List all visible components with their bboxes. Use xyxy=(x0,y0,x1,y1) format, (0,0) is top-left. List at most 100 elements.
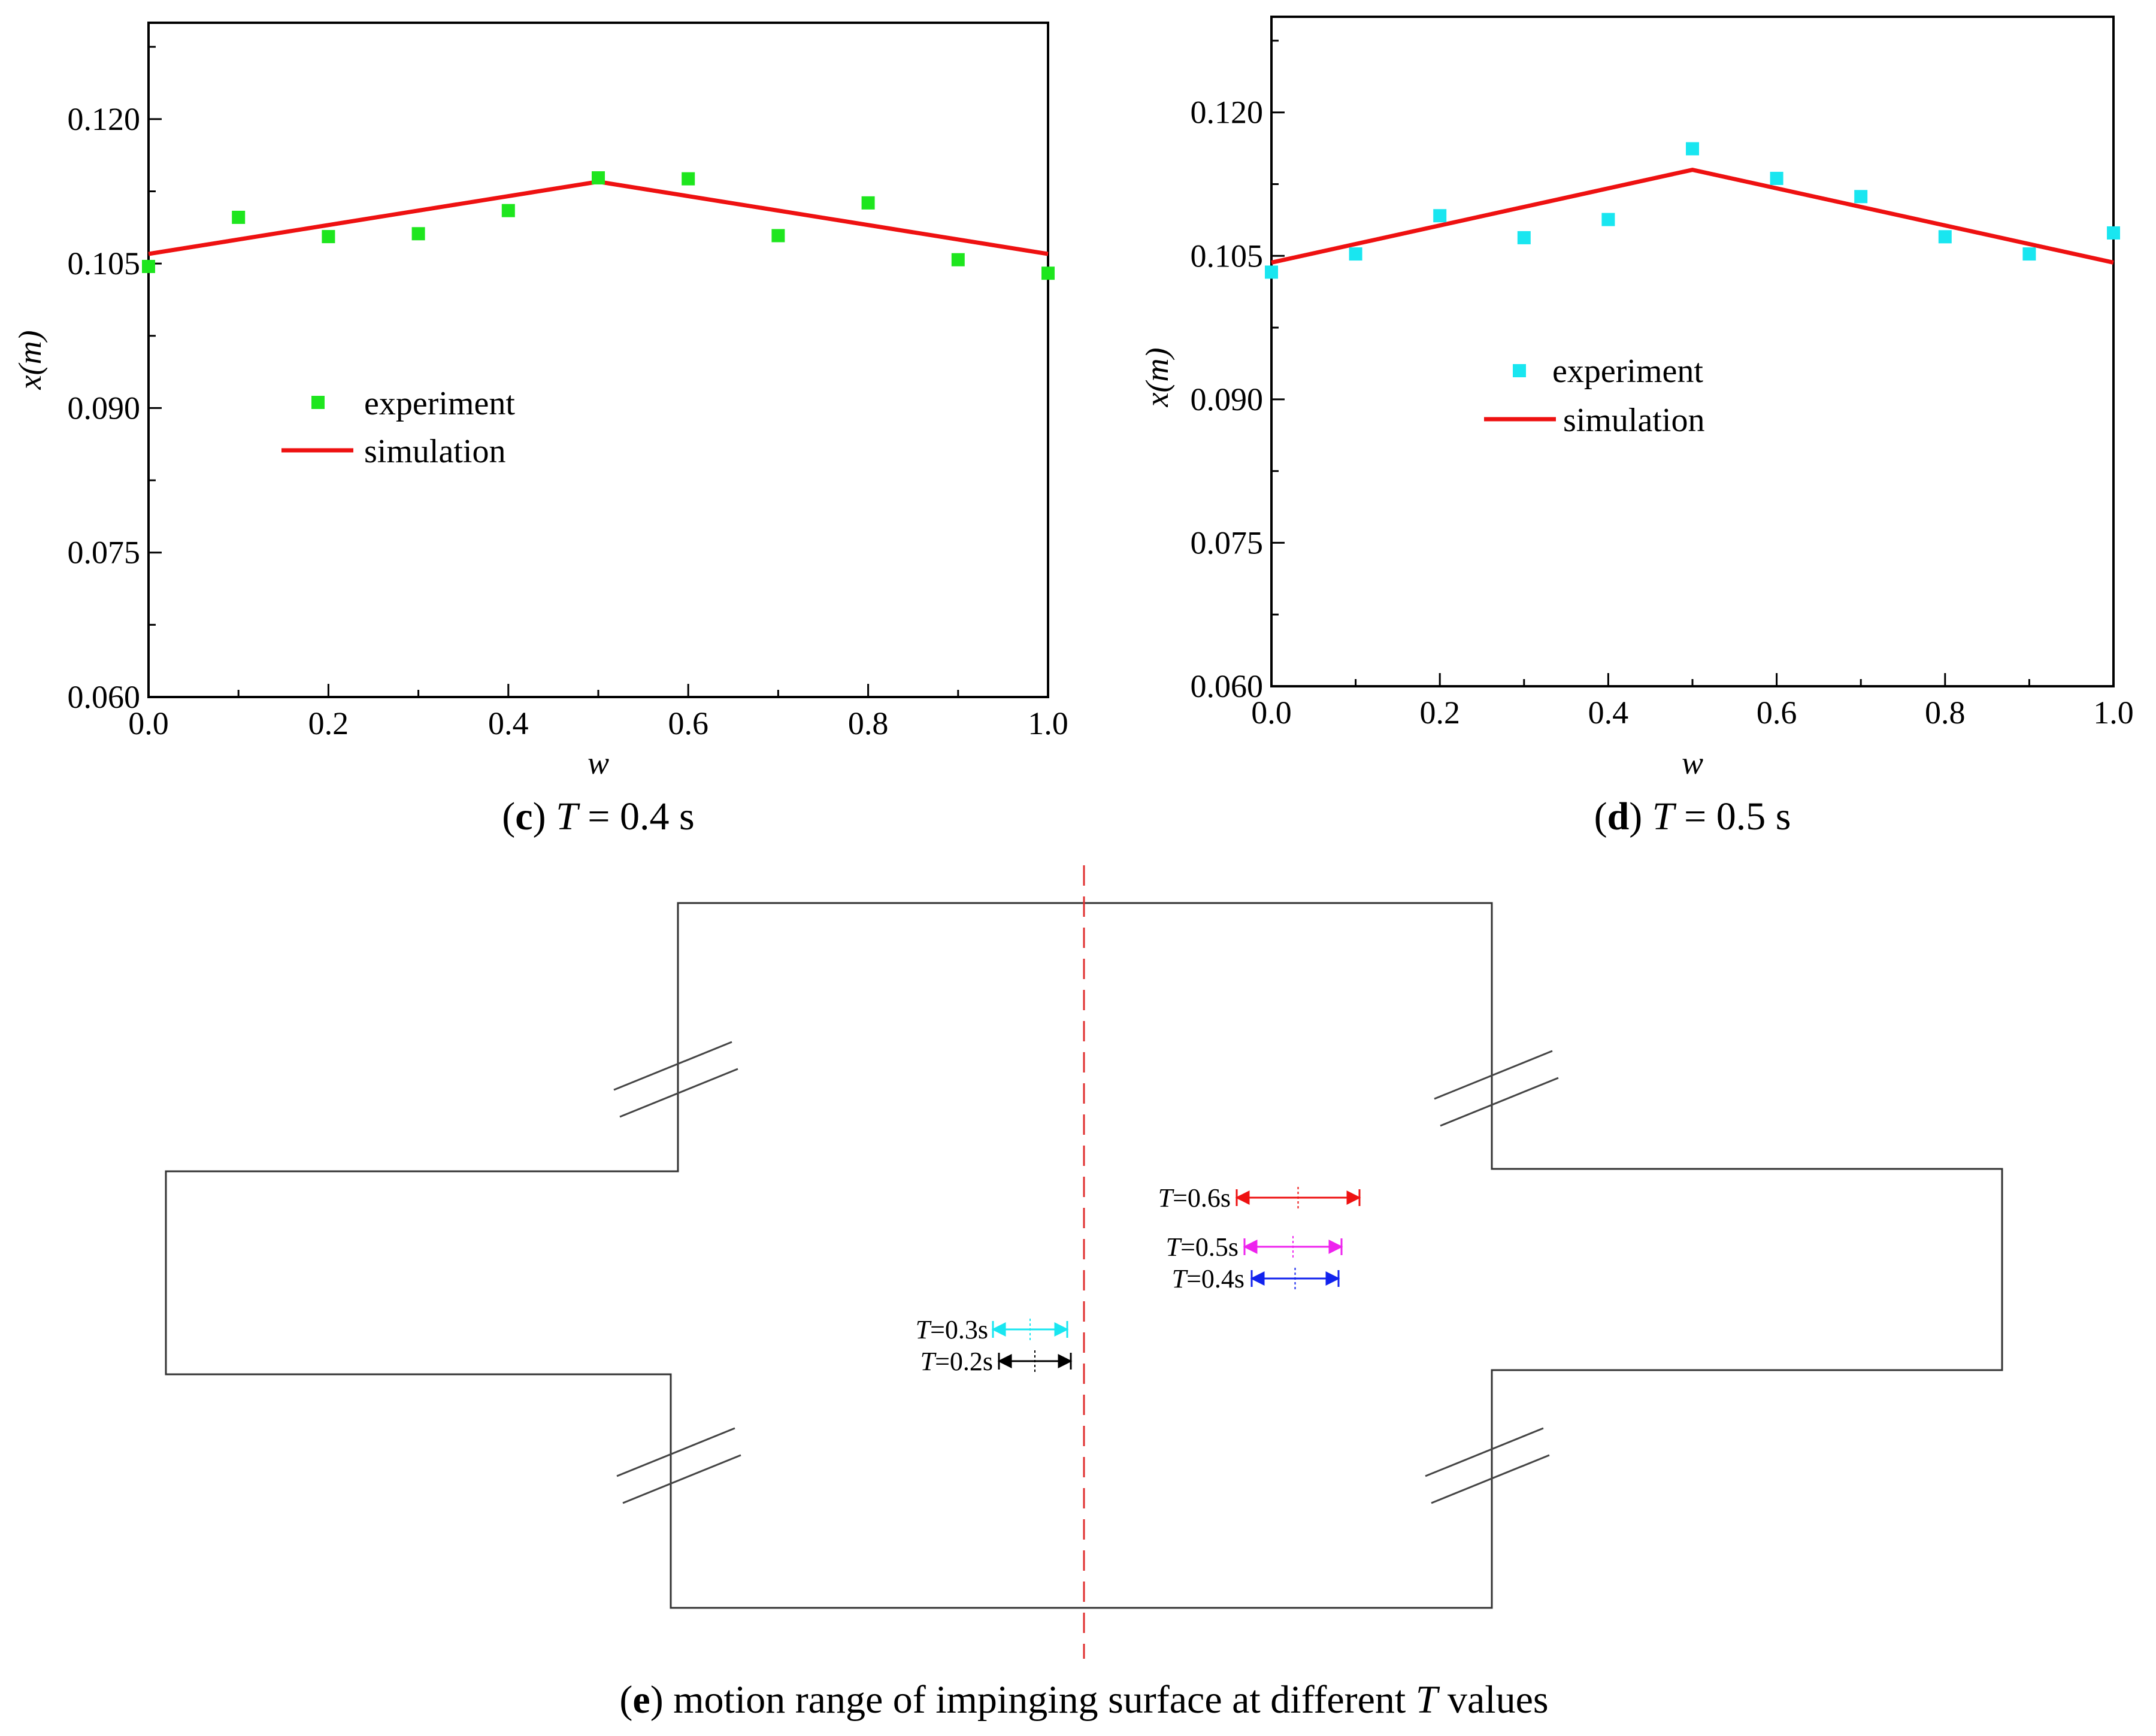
arrow-label: T=0.4s xyxy=(1172,1264,1244,1293)
experiment-point xyxy=(2022,247,2036,261)
arrow-T0-4s: T=0.4s xyxy=(1172,1264,1340,1293)
caption-d-param: T xyxy=(1652,795,1677,838)
caption-e: (e) motion range of impinging surface at… xyxy=(619,1678,1548,1722)
y-tick-labels: 0.060 0.075 0.090 0.105 0.120 xyxy=(1191,95,1264,704)
experiment-point xyxy=(1265,265,1278,279)
simulation-line xyxy=(148,179,1049,256)
experiment-series xyxy=(1265,142,2120,279)
arrow-label-value: =0.6s xyxy=(1173,1183,1231,1213)
arrow-label-param: T xyxy=(1166,1232,1183,1262)
arrow-label-param: T xyxy=(916,1315,932,1344)
y-tick-label: 0.120 xyxy=(68,101,141,137)
break-mark xyxy=(1440,1077,1559,1127)
break-mark xyxy=(613,1041,732,1091)
break-mark xyxy=(1431,1454,1550,1504)
x-tick-label: 0.8 xyxy=(848,705,889,741)
plot-frame xyxy=(147,22,1049,698)
y-tick-label: 0.090 xyxy=(1191,381,1264,417)
y-tick-label: 0.090 xyxy=(68,390,141,426)
chamber-outline xyxy=(165,902,2003,1609)
caption-d: (d) T = 0.5 s xyxy=(1594,795,1791,838)
legend-simulation-label: simulation xyxy=(1563,402,1704,439)
break-mark xyxy=(619,1068,738,1118)
break-mark xyxy=(622,1454,741,1504)
experiment-point xyxy=(142,259,155,273)
caption-c-param: T xyxy=(556,795,580,838)
experiment-point xyxy=(322,230,335,244)
diagram-e: T=0.6sT=0.5sT=0.4sT=0.3sT=0.2s (e) motio… xyxy=(165,865,2003,1722)
arrow-label-value: =0.4s xyxy=(1186,1264,1244,1293)
experiment-point xyxy=(232,210,246,224)
caption-e-text2: values xyxy=(1437,1678,1548,1722)
x-tick-label: 1.0 xyxy=(1028,705,1068,741)
x-tick-label: 0.0 xyxy=(128,705,169,741)
y-tick-label: 0.075 xyxy=(68,535,141,571)
experiment-point xyxy=(592,171,605,184)
arrow-T0-3s: T=0.3s xyxy=(916,1315,1069,1344)
experiment-point xyxy=(2107,226,2120,240)
x-axis-ticks xyxy=(1270,673,2115,686)
caption-d-rest: = 0.5 s xyxy=(1674,795,1791,838)
simulation-line xyxy=(1271,167,2114,265)
motion-range-arrows: T=0.6sT=0.5sT=0.4sT=0.3sT=0.2s xyxy=(916,1183,1361,1376)
caption-e-param: T xyxy=(1416,1678,1440,1722)
y-tick-label: 0.060 xyxy=(1191,668,1264,704)
arrow-label: T=0.3s xyxy=(916,1315,988,1344)
caption-d-letter: d xyxy=(1607,795,1630,838)
legend: experiment simulation xyxy=(1484,353,1704,439)
legend-experiment-marker xyxy=(311,396,325,409)
simulation-series xyxy=(148,179,1049,256)
arrow-label-value: =0.2s xyxy=(935,1347,993,1376)
experiment-series xyxy=(142,171,1055,280)
caption-c-letter: c xyxy=(515,795,532,838)
x-tick-label: 1.0 xyxy=(2093,695,2134,731)
break-mark xyxy=(616,1427,735,1477)
x-axis-ticks xyxy=(147,684,1049,697)
plot-frame xyxy=(1270,16,2115,687)
y-tick-labels: 0.060 0.075 0.090 0.105 0.120 xyxy=(68,101,141,715)
y-tick-label: 0.105 xyxy=(68,246,141,281)
legend-experiment-label: experiment xyxy=(364,385,515,422)
y-tick-label: 0.060 xyxy=(68,679,141,715)
experiment-point xyxy=(682,172,695,186)
caption-e-letter: e xyxy=(632,1678,650,1722)
chart-panel-c: 0.0 0.2 0.4 0.6 0.8 1.0 0.0600.0750.0900.1050… xyxy=(12,22,1068,838)
caption-e-text1: motion range of impinging surface at dif… xyxy=(664,1678,1416,1722)
caption-c: (c) T = 0.4 s xyxy=(502,795,694,838)
y-axis-label: x(m) xyxy=(1139,348,1175,408)
legend-simulation-label: simulation xyxy=(364,433,505,470)
experiment-point xyxy=(1938,230,1952,244)
x-tick-label: 0.0 xyxy=(1251,695,1292,731)
arrow-label: T=0.6s xyxy=(1158,1183,1231,1213)
experiment-point xyxy=(1601,213,1615,226)
arrow-label-param: T xyxy=(1158,1183,1175,1213)
y-tick-label: 0.075 xyxy=(1191,525,1264,561)
experiment-point xyxy=(1686,142,1699,156)
experiment-point xyxy=(1770,171,1783,185)
arrow-T0-2s: T=0.2s xyxy=(920,1347,1073,1376)
caption-c-rest: = 0.4 s xyxy=(578,795,695,838)
arrow-label: T=0.5s xyxy=(1166,1232,1239,1262)
experiment-point xyxy=(861,196,875,210)
x-tick-label: 0.2 xyxy=(308,705,349,741)
x-tick-label: 0.8 xyxy=(1925,695,1966,731)
x-tick-labels: 0.0 0.2 0.4 0.6 0.8 1.0 xyxy=(1251,695,2134,731)
experiment-point xyxy=(1433,209,1447,223)
x-tick-label: 0.4 xyxy=(1588,695,1629,731)
experiment-point xyxy=(411,227,425,241)
x-tick-label: 0.6 xyxy=(1757,695,1797,731)
y-tick-label: 0.105 xyxy=(1191,238,1264,274)
x-axis-label: w xyxy=(1682,745,1703,781)
y-tick-label: 0.120 xyxy=(1191,95,1264,131)
x-tick-labels: 0.0 0.2 0.4 0.6 0.8 1.0 xyxy=(128,705,1068,741)
experiment-point xyxy=(951,253,965,266)
experiment-point xyxy=(1041,266,1055,280)
experiment-point xyxy=(1349,247,1362,261)
simulation-series xyxy=(1271,167,2114,265)
arrow-label: T=0.2s xyxy=(920,1347,993,1376)
experiment-point xyxy=(1517,231,1531,244)
y-axis-ticks xyxy=(149,46,162,698)
legend-experiment-marker xyxy=(1513,364,1526,377)
x-tick-label: 0.2 xyxy=(1419,695,1460,731)
